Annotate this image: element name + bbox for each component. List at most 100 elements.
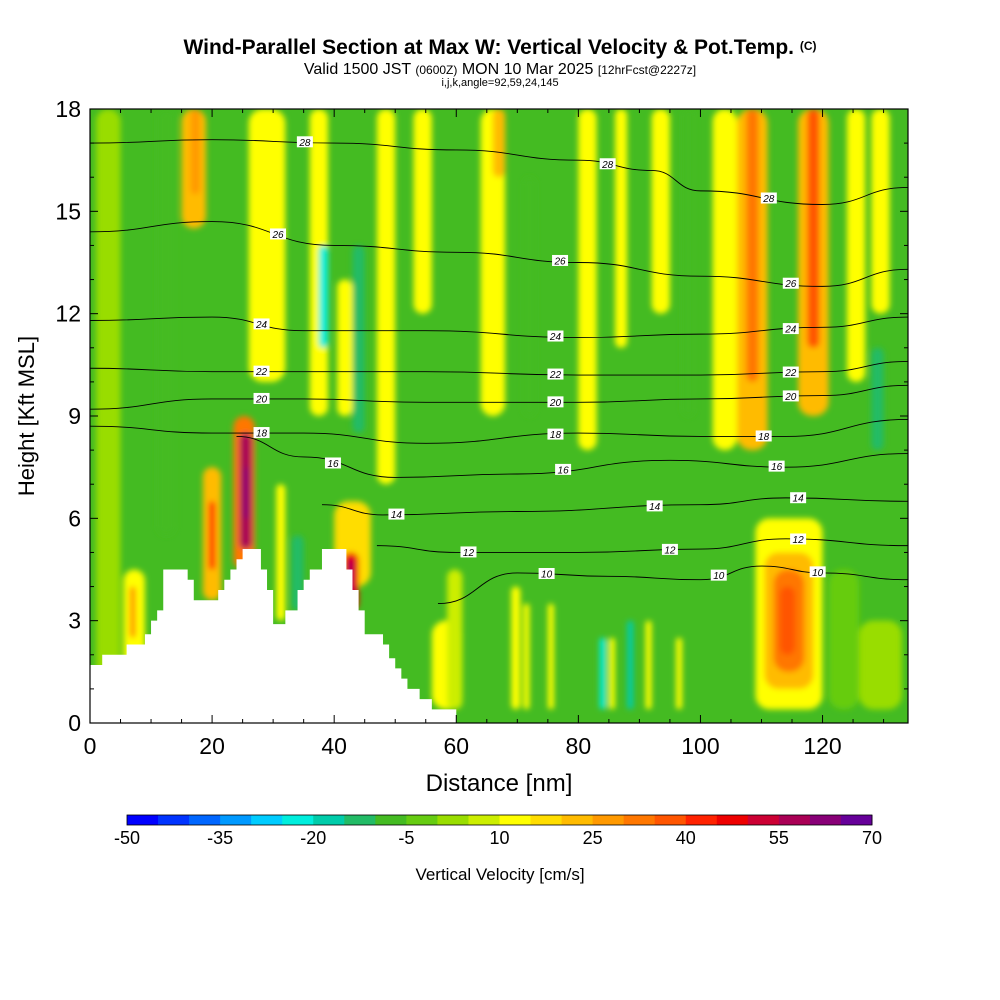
colorbar-swatch xyxy=(809,815,842,825)
theta-contour-18 xyxy=(90,418,908,444)
contour-label-bg xyxy=(253,318,270,330)
contour-label-bg xyxy=(547,330,564,342)
velocity-cell-25 xyxy=(871,347,884,451)
copyright-mark: (C) xyxy=(799,39,817,53)
contour-label-bg xyxy=(782,366,799,378)
contour-label-bg xyxy=(782,390,799,402)
contour-label-10: 10 xyxy=(812,568,824,579)
contour-label-bg xyxy=(646,500,663,512)
colorbar-swatch xyxy=(778,815,811,825)
contour-label-22: 22 xyxy=(784,368,797,379)
colorbar-swatch xyxy=(437,815,469,825)
x-tick-label: 0 xyxy=(84,733,97,759)
colorbar-swatch xyxy=(220,815,252,825)
velocity-cell-3 xyxy=(248,109,286,382)
velocity-cell-5 xyxy=(337,279,353,416)
velocity-cell-29 xyxy=(209,501,216,570)
velocity-cell-41 xyxy=(523,603,530,710)
y-tick-label: 12 xyxy=(55,301,81,327)
velocity-cell-24 xyxy=(682,109,695,416)
velocity-cell-39 xyxy=(447,569,463,710)
colorbar-swatch xyxy=(313,815,345,825)
velocity-cell-12 xyxy=(614,109,628,348)
velocity-cell-21 xyxy=(157,109,176,536)
velocity-cell-11 xyxy=(578,109,597,451)
contour-label-bg xyxy=(790,492,807,504)
plot-area: 10 10 10 12 12 12 14 14 14 16 16 16 18 18 18 20 20 20 22 22… xyxy=(90,109,908,723)
velocity-cell-52 xyxy=(828,569,860,710)
contour-label-bg xyxy=(755,430,772,442)
velocity-cell-33 xyxy=(276,484,286,621)
theta-contour-14 xyxy=(321,497,908,516)
velocity-cell-32 xyxy=(243,467,249,519)
y-tick-label: 15 xyxy=(55,198,81,224)
contour-label-bg xyxy=(253,365,270,377)
velocity-cell-10 xyxy=(492,109,506,178)
contour-label-28: 28 xyxy=(601,160,614,171)
velocity-cell-46 xyxy=(645,620,652,710)
colorbar-swatch xyxy=(282,815,314,825)
contour-label-14: 14 xyxy=(793,494,805,505)
colorbar-swatch xyxy=(499,815,532,825)
grid-indices: i,j,k,angle=92,59,24,145 xyxy=(441,77,559,89)
y-axis: 0 3 6 9 12 15 18 xyxy=(55,96,908,736)
colorbar-swatch xyxy=(561,815,594,825)
colorbar-label: Vertical Velocity [cm/s] xyxy=(415,865,584,884)
contour-label-bg xyxy=(460,546,477,558)
velocity-cell-6 xyxy=(318,245,329,348)
chart-subtitle: Valid 1500 JST (0600Z) MON 10 Mar 2025 [… xyxy=(0,61,1000,79)
contour-label-bg xyxy=(710,569,727,581)
contour-label-24: 24 xyxy=(784,325,797,336)
contour-label-bg xyxy=(547,428,564,440)
contour-label-bg xyxy=(809,566,826,578)
contour-label-10: 10 xyxy=(713,571,725,582)
y-tick-label: 18 xyxy=(55,96,81,122)
x-axis-label: Distance [nm] xyxy=(426,770,573,797)
colorbar-tick-label: 25 xyxy=(583,828,603,848)
velocity-cell-22 xyxy=(352,245,365,434)
y-tick-label: 3 xyxy=(68,608,81,634)
contour-label-bg xyxy=(760,192,777,204)
y-tick-label: 9 xyxy=(68,403,81,429)
contour-label-18: 18 xyxy=(550,430,562,441)
valid-utc: (0600Z) xyxy=(415,63,458,77)
contour-label-bg xyxy=(782,277,799,289)
colorbar-swatch xyxy=(251,815,283,825)
contour-label-12: 12 xyxy=(463,548,475,559)
contour-label-bg xyxy=(253,427,270,439)
contour-label-14: 14 xyxy=(391,510,403,521)
x-tick-label: 20 xyxy=(199,733,225,759)
colorbar-tick-label: 70 xyxy=(862,828,882,848)
forecast-info: [12hrFcst@2227z] xyxy=(597,63,697,77)
colorbar-swatch xyxy=(375,815,407,825)
theta-contour-16 xyxy=(236,436,908,478)
valid-time: Valid 1500 JST xyxy=(303,61,411,78)
contour-label-bg xyxy=(538,568,555,580)
x-tick-label: 60 xyxy=(443,733,469,759)
colorbar-swatch xyxy=(747,815,780,825)
contour-labels: 10 10 10 12 12 12 14 14 14 16 16 16 18 18 18 20 20 20 22 22… xyxy=(253,136,826,582)
velocity-cell-40 xyxy=(511,586,521,710)
x-tick-label: 80 xyxy=(566,733,592,759)
velocity-cell-27 xyxy=(129,586,136,638)
colorbar-swatch xyxy=(716,815,749,825)
velocity-cell-8 xyxy=(413,109,432,314)
y-axis-label: Height [Kft MSL] xyxy=(14,336,39,496)
colorbar-swatch xyxy=(189,815,221,825)
contour-label-bg xyxy=(547,368,564,380)
contour-label-bg xyxy=(768,460,785,472)
contour-label-24: 24 xyxy=(549,332,562,343)
colorbar-tick-label: 55 xyxy=(769,828,789,848)
x-axis: 0 20 40 60 80 100 120 xyxy=(84,109,885,759)
colorbar-tick-label: 40 xyxy=(676,828,696,848)
velocity-cell-47 xyxy=(676,637,683,710)
contour-label-bg xyxy=(782,323,799,335)
contour-label-12: 12 xyxy=(793,535,805,546)
colorbar-tick-label: -50 xyxy=(114,828,140,848)
y-tick-label: 6 xyxy=(68,505,81,531)
vertical-velocity-field xyxy=(96,109,902,723)
colorbar-swatch xyxy=(406,815,438,825)
colorbar-swatch xyxy=(344,815,376,825)
contour-label-16: 16 xyxy=(327,459,339,470)
